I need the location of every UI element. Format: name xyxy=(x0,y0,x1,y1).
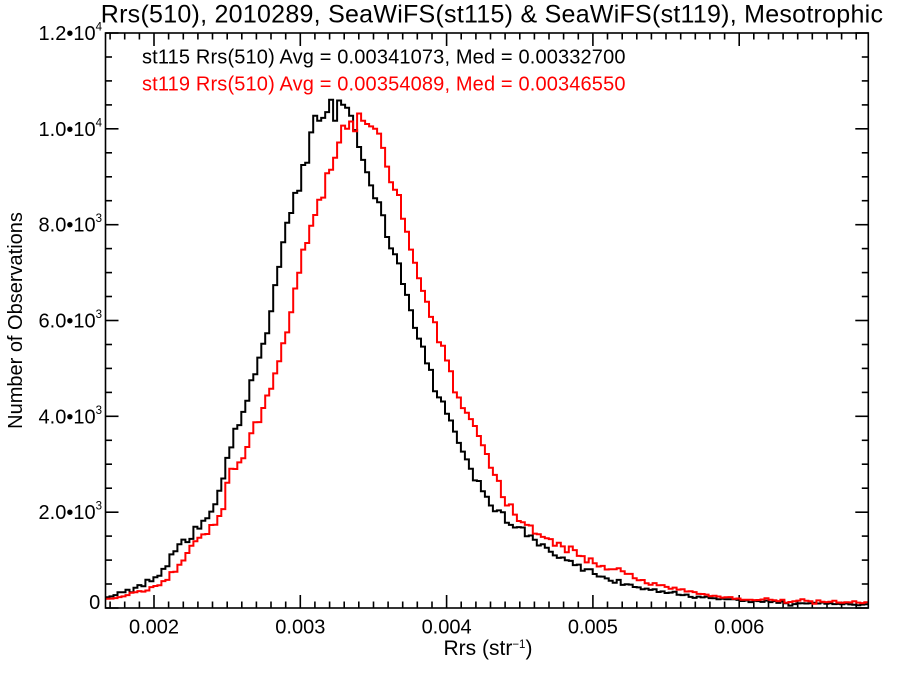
svg-text:1.2•104: 1.2•104 xyxy=(39,22,103,46)
svg-text:st115 Rrs(510) Avg = 0.0034107: st115 Rrs(510) Avg = 0.00341073, Med = 0… xyxy=(142,47,626,69)
svg-text:0.003: 0.003 xyxy=(275,617,325,639)
svg-text:0: 0 xyxy=(89,592,100,614)
svg-text:Number of Observations: Number of Observations xyxy=(5,212,27,429)
svg-text:0.006: 0.006 xyxy=(714,617,764,639)
svg-text:1.0•104: 1.0•104 xyxy=(39,117,103,141)
svg-text:0.005: 0.005 xyxy=(568,617,618,639)
svg-text:0.004: 0.004 xyxy=(422,617,472,639)
svg-text:8.0•103: 8.0•103 xyxy=(39,213,102,237)
svg-text:Rrs(510), 2010289, SeaWiFS(st1: Rrs(510), 2010289, SeaWiFS(st115) & SeaW… xyxy=(101,1,883,29)
svg-text:st119 Rrs(510) Avg = 0.0035408: st119 Rrs(510) Avg = 0.00354089, Med = 0… xyxy=(142,74,626,96)
svg-text:6.0•103: 6.0•103 xyxy=(39,309,102,333)
svg-text:4.0•103: 4.0•103 xyxy=(39,405,102,429)
svg-text:Rrs (str−1): Rrs (str−1) xyxy=(444,637,533,660)
svg-text:2.0•103: 2.0•103 xyxy=(39,501,102,525)
svg-text:0.002: 0.002 xyxy=(129,617,179,639)
